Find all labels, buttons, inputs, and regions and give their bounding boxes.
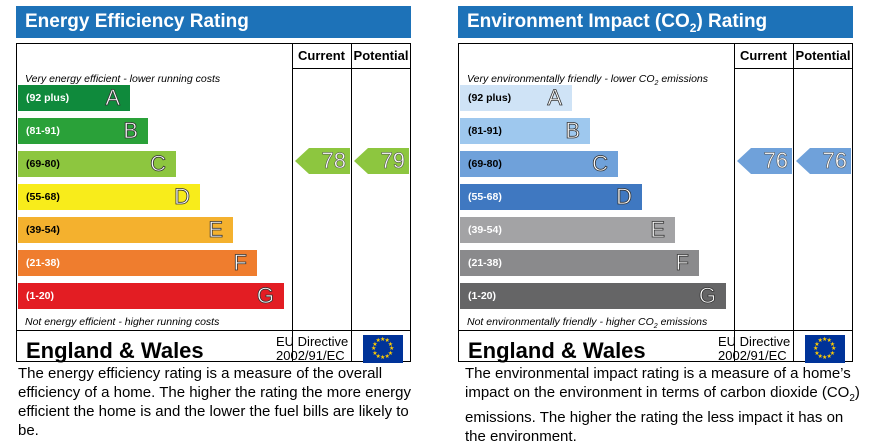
band-range: (21-38)	[26, 257, 60, 269]
band-letter: E	[650, 217, 665, 243]
star-icon: ★	[387, 341, 394, 348]
star-icon: ★	[375, 338, 381, 345]
top-note: Very energy efficient - lower running co…	[25, 73, 221, 85]
band-letter: C	[592, 151, 609, 177]
band-range: (39-54)	[468, 224, 502, 236]
band-range: (69-80)	[468, 158, 502, 170]
rating-band-c: (69-80) C	[460, 151, 618, 177]
potential-rating-arrow: 76	[796, 148, 851, 174]
star-icon: ★	[380, 355, 386, 361]
star-icon: ★	[822, 355, 828, 361]
band-range: (21-38)	[468, 257, 502, 269]
rating-band-f: (21-38) F	[18, 250, 257, 276]
rating-chart: Current Potential Very environmentally f…	[458, 43, 853, 363]
band-range: (39-54)	[26, 224, 60, 236]
rating-band-f: (21-38) F	[460, 250, 699, 276]
star-icon: ★	[813, 346, 819, 352]
rating-band-a: (92 plus) A	[18, 85, 130, 111]
band-range: (55-68)	[468, 191, 502, 203]
band-letter: F	[233, 250, 247, 276]
environment-impact-panel: Environment Impact (CO2) Rating Current …	[458, 6, 853, 363]
eu-directive: EU Directive 2002/91/EC	[276, 334, 349, 363]
ei-description: The environmental impact rating is a mea…	[465, 365, 860, 445]
bottom-note: Not energy efficient - higher running co…	[25, 316, 220, 328]
band-range: (1-20)	[26, 290, 55, 302]
star-icon: ★	[372, 350, 378, 357]
star-icon: ★	[387, 350, 394, 357]
band-letter: G	[256, 283, 274, 309]
column-current: Current	[740, 48, 787, 63]
column-current: Current	[298, 48, 345, 63]
rating-band-e: (39-54) E	[18, 217, 233, 243]
eu-directive: EU Directive 2002/91/EC	[718, 334, 791, 363]
top-note: Very environmentally friendly - lower CO…	[467, 73, 709, 88]
current-rating-arrow: 78	[295, 148, 350, 174]
band-range: (55-68)	[26, 191, 60, 203]
star-icon: ★	[814, 350, 820, 357]
star-icon: ★	[372, 341, 378, 348]
star-icon: ★	[371, 346, 377, 352]
band-range: (69-80)	[26, 158, 60, 170]
column-potential: Potential	[795, 48, 851, 63]
band-letter: B	[123, 118, 138, 144]
panel-title: Environment Impact (CO2) Rating	[458, 6, 853, 38]
eu-flag-icon: ★ ★ ★ ★ ★ ★ ★ ★ ★ ★ ★ ★	[363, 335, 403, 363]
current-rating-arrow: 76	[737, 148, 792, 174]
star-icon: ★	[826, 353, 832, 360]
column-potential: Potential	[353, 48, 409, 63]
rating-band-c: (69-80) C	[18, 151, 176, 177]
band-letter: A	[105, 85, 120, 111]
star-icon: ★	[817, 338, 823, 345]
region-label: England & Wales	[468, 338, 646, 363]
eu-flag-icon: ★ ★ ★ ★ ★ ★ ★ ★ ★ ★ ★ ★	[805, 335, 845, 363]
energy-efficiency-panel: Energy Efficiency Rating Current Potenti…	[16, 6, 411, 363]
star-icon: ★	[389, 346, 395, 352]
panel-title: Energy Efficiency Rating	[16, 6, 411, 38]
band-range: (81-91)	[468, 125, 502, 137]
star-icon: ★	[829, 341, 836, 348]
rating-band-d: (55-68) D	[18, 184, 200, 210]
band-letter: C	[150, 151, 167, 177]
band-range: (81-91)	[26, 125, 60, 137]
star-icon: ★	[817, 353, 823, 360]
band-letter: E	[208, 217, 223, 243]
band-letter: A	[547, 85, 562, 111]
star-icon: ★	[822, 337, 828, 343]
star-icon: ★	[829, 350, 836, 357]
star-icon: ★	[826, 338, 832, 345]
rating-band-a: (92 plus) A	[460, 85, 572, 111]
rating-band-b: (81-91) B	[460, 118, 590, 144]
band-letter: D	[616, 184, 633, 210]
bottom-note: Not environmentally friendly - higher CO…	[467, 316, 708, 331]
star-icon: ★	[814, 341, 820, 348]
band-letter: D	[174, 184, 191, 210]
potential-rating-arrow: 79	[354, 148, 409, 174]
star-icon: ★	[375, 353, 381, 360]
band-range: (92 plus)	[26, 92, 70, 104]
star-icon: ★	[384, 338, 390, 345]
rating-band-d: (55-68) D	[460, 184, 642, 210]
star-icon: ★	[380, 337, 386, 343]
band-range: (1-20)	[468, 290, 497, 302]
band-letter: G	[698, 283, 716, 309]
rating-band-e: (39-54) E	[460, 217, 675, 243]
star-icon: ★	[831, 346, 837, 352]
rating-chart: Current Potential Very energy efficient …	[16, 43, 411, 363]
band-letter: B	[565, 118, 580, 144]
rating-band-b: (81-91) B	[18, 118, 148, 144]
rating-band-g: (1-20) G	[18, 283, 284, 309]
ee-description: The energy efficiency rating is a measur…	[18, 365, 412, 439]
rating-band-g: (1-20) G	[460, 283, 726, 309]
band-range: (92 plus)	[468, 92, 512, 104]
band-letter: F	[675, 250, 689, 276]
region-label: England & Wales	[26, 338, 204, 363]
star-icon: ★	[384, 353, 390, 360]
